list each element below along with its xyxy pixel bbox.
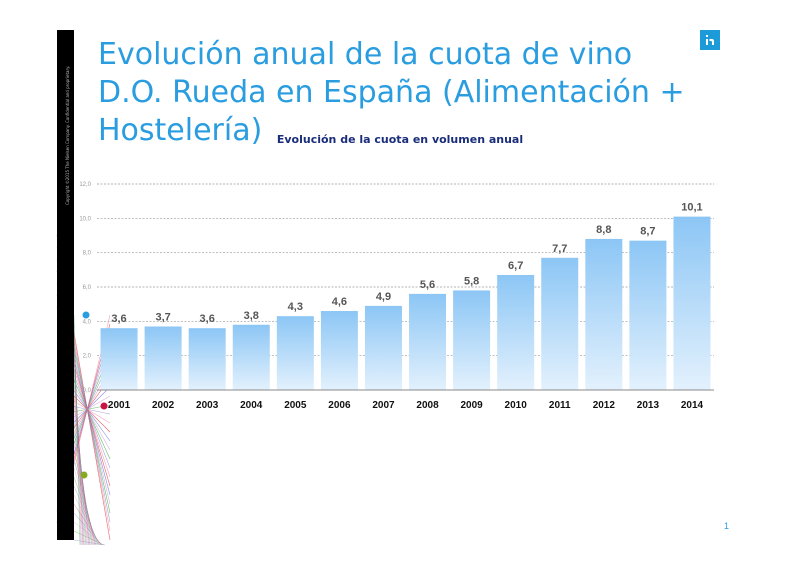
x-tick-label: 2003	[196, 400, 219, 411]
bar	[497, 274, 535, 390]
bar	[409, 293, 447, 390]
data-label: 3,7	[155, 311, 170, 323]
x-tick-label: 2013	[637, 400, 660, 411]
x-tick-label: 2005	[284, 400, 307, 411]
x-tick-label: 2007	[372, 400, 395, 411]
chart-title: Evolución de la cuota en volumen anual	[276, 133, 524, 146]
data-label: 4,9	[376, 291, 391, 303]
page-number: 1	[724, 521, 730, 531]
bar	[453, 290, 491, 390]
y-tick-label: 6,0	[83, 285, 92, 291]
bar	[144, 326, 182, 390]
bar	[100, 328, 138, 390]
bar	[673, 216, 711, 390]
x-tick-label: 2008	[416, 400, 439, 411]
bar	[629, 240, 667, 390]
data-label: 10,1	[681, 202, 702, 214]
bar	[276, 316, 314, 390]
data-label: 7,7	[552, 243, 567, 255]
bar	[364, 305, 402, 390]
bar	[585, 238, 623, 390]
y-tick-label: 0,0	[83, 388, 92, 394]
x-tick-label: 2010	[505, 400, 528, 411]
bar	[320, 311, 358, 390]
x-tick-label: 2004	[240, 400, 263, 411]
y-tick-label: 4,0	[83, 319, 92, 325]
bar	[232, 324, 270, 390]
data-label: 4,3	[288, 301, 303, 313]
data-label: 5,6	[420, 279, 435, 291]
page-title: Evolución anual de la cuota de vino D.O.…	[98, 37, 685, 148]
y-tick-label: 2,0	[83, 354, 92, 360]
data-label: 3,6	[111, 313, 126, 325]
data-label: 8,7	[640, 226, 655, 238]
data-label: 8,8	[596, 224, 611, 236]
data-label: 3,8	[244, 310, 259, 322]
y-tick-label: 12,0	[79, 182, 91, 188]
nielsen-logo-icon	[700, 30, 720, 50]
x-tick-label: 2009	[460, 400, 483, 411]
x-tick-label: 2001	[108, 400, 131, 411]
data-label: 5,8	[464, 275, 479, 287]
data-label: 6,7	[508, 260, 523, 272]
data-label: 4,6	[332, 296, 347, 308]
bar	[188, 328, 226, 390]
y-tick-label: 8,0	[83, 251, 92, 257]
bar	[541, 257, 579, 390]
data-label: 3,6	[200, 313, 215, 325]
y-tick-label: 10,0	[79, 216, 91, 222]
x-tick-label: 2011	[549, 400, 571, 411]
x-tick-label: 2006	[328, 400, 351, 411]
left-strip	[57, 30, 74, 540]
x-tick-label: 2012	[593, 400, 616, 411]
x-tick-label: 2014	[681, 400, 704, 411]
x-tick-label: 2002	[152, 400, 175, 411]
